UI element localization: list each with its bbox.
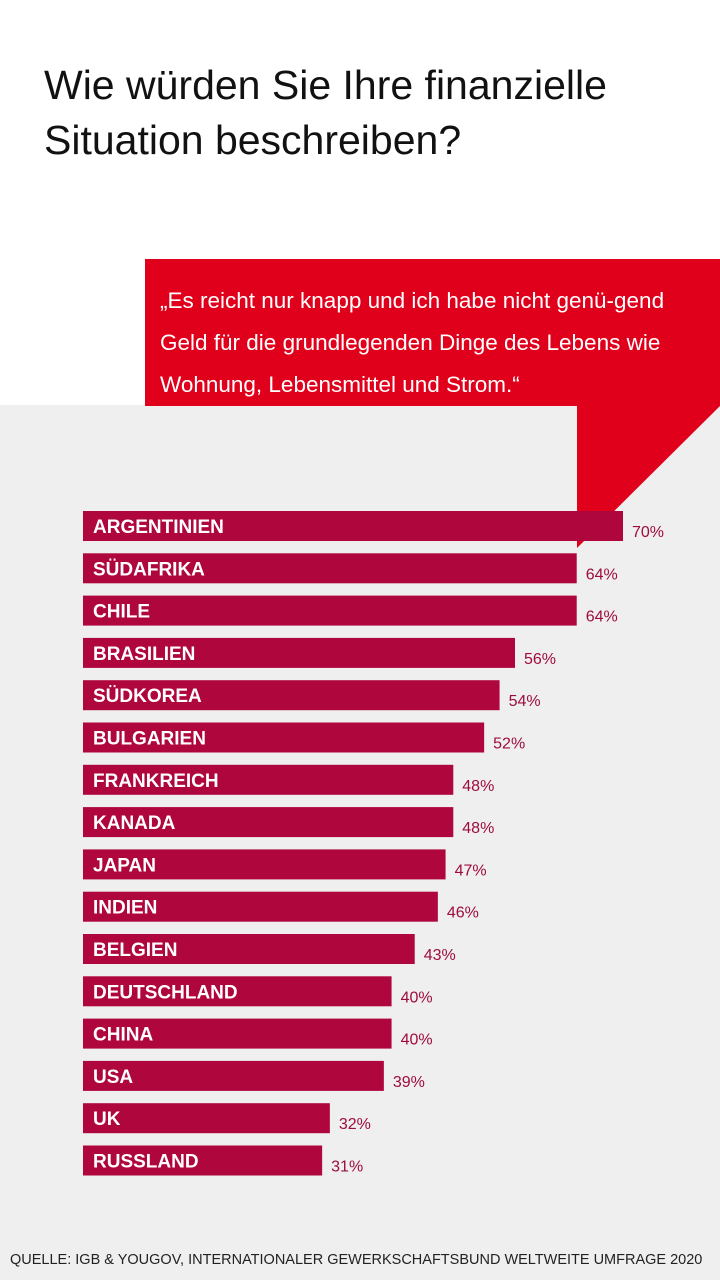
value-label-10: 43% — [424, 947, 456, 964]
category-label-0: ARGENTINIEN — [93, 517, 224, 538]
value-label-15: 31% — [331, 1159, 363, 1176]
bar-6 — [83, 764, 454, 795]
category-label-11: DEUTSCHLAND — [93, 982, 238, 1003]
value-label-5: 52% — [493, 736, 525, 753]
category-label-10: BELGIEN — [93, 940, 177, 961]
bar-2 — [83, 595, 577, 626]
bar-4 — [83, 680, 500, 711]
value-label-14: 32% — [339, 1116, 371, 1133]
value-label-13: 39% — [393, 1074, 425, 1091]
bar-15 — [83, 1145, 323, 1176]
chart-title: Wie würden Sie Ihre finanzielle Situatio… — [44, 62, 607, 163]
bar-14 — [83, 1103, 330, 1134]
category-label-9: INDIEN — [93, 898, 157, 919]
value-label-4: 54% — [509, 693, 541, 710]
value-label-0: 70% — [632, 524, 664, 541]
category-label-2: CHILE — [93, 602, 150, 623]
speech-bubble — [145, 259, 720, 548]
value-label-8: 47% — [455, 862, 487, 879]
category-label-5: BULGARIEN — [93, 729, 206, 750]
bar-1 — [83, 553, 577, 584]
speech-bubble-shape — [145, 259, 720, 548]
value-label-6: 48% — [462, 778, 494, 795]
bar-11 — [83, 976, 392, 1007]
category-label-7: KANADA — [93, 813, 176, 834]
bar-9 — [83, 891, 438, 922]
value-label-7: 48% — [462, 820, 494, 837]
source-note: QUELLE: IGB & YOUGOV, INTERNATIONALER GE… — [10, 1252, 703, 1268]
category-label-3: BRASILIEN — [93, 644, 195, 665]
value-label-11: 40% — [401, 989, 433, 1006]
value-label-12: 40% — [401, 1032, 433, 1049]
category-label-15: RUSSLAND — [93, 1152, 199, 1173]
category-label-8: JAPAN — [93, 855, 156, 876]
bar-5 — [83, 722, 485, 753]
value-label-1: 64% — [586, 566, 618, 583]
bar-3 — [83, 637, 515, 668]
value-label-2: 64% — [586, 609, 618, 626]
value-label-9: 46% — [447, 905, 479, 922]
bar-7 — [83, 807, 454, 838]
bar-0 — [83, 511, 623, 541]
category-label-13: USA — [93, 1067, 133, 1088]
bar-12 — [83, 1018, 392, 1049]
category-label-14: UK — [93, 1109, 121, 1130]
bubble-quote: „Es reicht nur knapp und ich habe nicht … — [160, 288, 665, 397]
chart-background-panel — [0, 405, 720, 1280]
value-label-3: 56% — [524, 651, 556, 668]
bar-13 — [83, 1060, 384, 1091]
category-label-1: SÜDAFRIKA — [93, 559, 205, 580]
bar-8 — [83, 849, 446, 880]
category-label-12: CHINA — [93, 1025, 153, 1046]
category-label-4: SÜDKOREA — [93, 686, 202, 707]
category-label-6: FRANKREICH — [93, 771, 219, 792]
bar-10 — [83, 934, 415, 964]
